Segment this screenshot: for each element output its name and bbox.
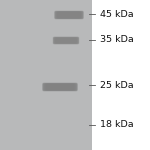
Bar: [92, 0, 150, 150]
FancyBboxPatch shape: [53, 37, 79, 44]
FancyBboxPatch shape: [54, 37, 78, 44]
Text: 18 kDa: 18 kDa: [100, 120, 133, 129]
FancyBboxPatch shape: [43, 83, 77, 91]
FancyBboxPatch shape: [56, 11, 82, 19]
FancyBboxPatch shape: [56, 11, 82, 19]
FancyBboxPatch shape: [55, 37, 77, 44]
FancyBboxPatch shape: [54, 37, 78, 44]
Text: 35 kDa: 35 kDa: [100, 35, 134, 44]
FancyBboxPatch shape: [44, 83, 76, 91]
FancyBboxPatch shape: [53, 37, 79, 44]
FancyBboxPatch shape: [42, 83, 78, 91]
FancyBboxPatch shape: [54, 37, 78, 44]
FancyBboxPatch shape: [53, 37, 79, 44]
FancyBboxPatch shape: [42, 83, 78, 91]
FancyBboxPatch shape: [54, 11, 84, 19]
FancyBboxPatch shape: [56, 11, 82, 19]
FancyBboxPatch shape: [55, 11, 83, 19]
FancyBboxPatch shape: [44, 83, 75, 91]
FancyBboxPatch shape: [45, 83, 75, 91]
Bar: [0, 0, 93, 150]
FancyBboxPatch shape: [43, 83, 77, 91]
FancyBboxPatch shape: [53, 37, 79, 44]
FancyBboxPatch shape: [55, 11, 83, 19]
FancyBboxPatch shape: [43, 83, 77, 91]
FancyBboxPatch shape: [44, 83, 76, 91]
FancyBboxPatch shape: [54, 11, 84, 19]
Text: 25 kDa: 25 kDa: [100, 81, 133, 90]
FancyBboxPatch shape: [55, 11, 83, 19]
FancyBboxPatch shape: [55, 11, 83, 19]
Text: 45 kDa: 45 kDa: [100, 10, 133, 19]
FancyBboxPatch shape: [45, 83, 75, 91]
FancyBboxPatch shape: [52, 37, 80, 44]
